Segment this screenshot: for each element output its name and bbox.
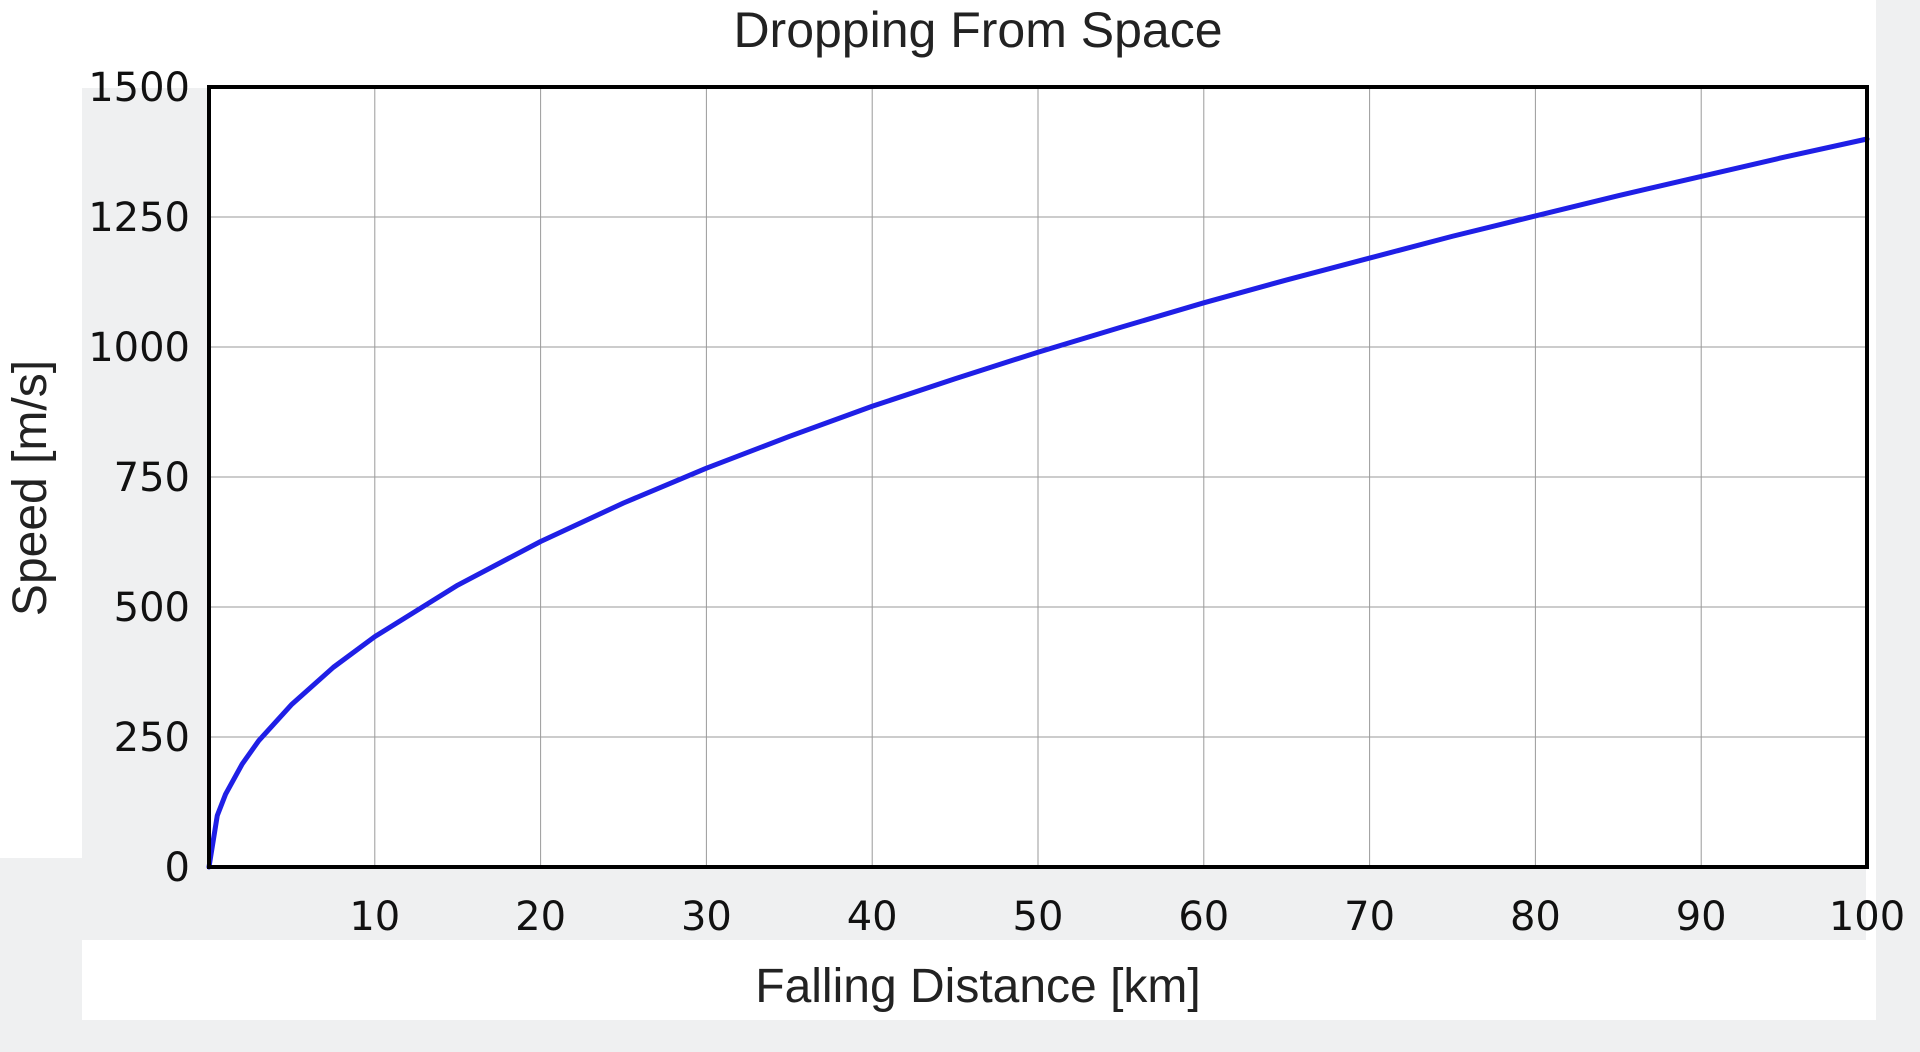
x-tick-label: 90 — [1676, 894, 1727, 940]
title-band — [82, 0, 1876, 88]
y-tick-label: 0 — [165, 845, 190, 891]
x-tick-label: 20 — [515, 894, 566, 940]
x-tick-label: 100 — [1829, 894, 1905, 940]
y-axis-title: Speed [m/s] — [4, 360, 57, 616]
chart-title: Dropping From Space — [733, 2, 1222, 58]
series-layer — [206, 136, 1870, 870]
plot-frame — [207, 85, 1869, 869]
x-tick-label: 80 — [1510, 894, 1561, 940]
x-tick-label: 40 — [847, 894, 898, 940]
y-tick-label: 250 — [114, 715, 190, 761]
x-tick-label: 60 — [1178, 894, 1229, 940]
x-tick-label: 70 — [1344, 894, 1395, 940]
series-line — [206, 136, 1870, 870]
x-tick-label: 50 — [1013, 894, 1064, 940]
right-band — [1866, 0, 1876, 940]
y-tick-label: 750 — [114, 455, 190, 501]
x-tick-label: 30 — [681, 894, 732, 940]
y-tick-label: 1500 — [88, 65, 190, 111]
y-tick-label: 1000 — [88, 325, 190, 371]
tick-labels: 10 20 30 40 50 60 70 80 90 1000250500750100012501… — [88, 65, 1905, 940]
y-tick-label: 500 — [114, 585, 190, 631]
x-axis-title: Falling Distance [km] — [755, 960, 1200, 1013]
y-axis-band — [0, 0, 82, 858]
x-tick-label: 10 — [349, 894, 400, 940]
xlabel-band — [82, 940, 1876, 1020]
y-tick-label: 1250 — [88, 195, 190, 241]
grid-lines — [209, 87, 1867, 867]
